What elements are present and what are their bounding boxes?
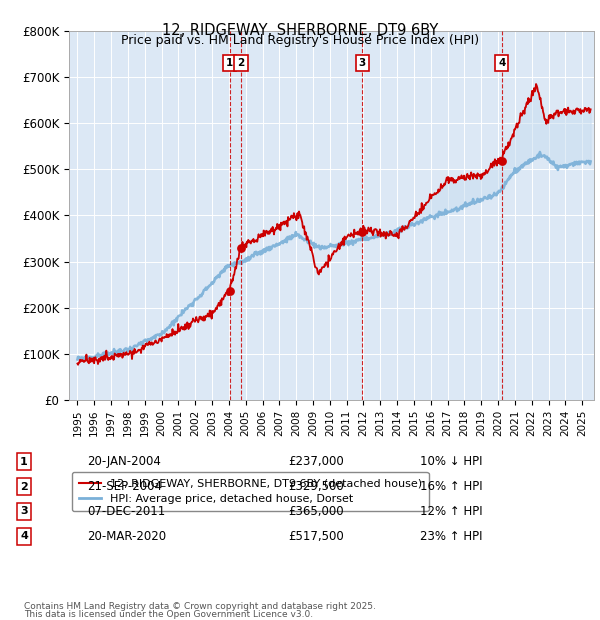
Text: 1: 1: [20, 457, 28, 467]
Point: [497, 156, 506, 166]
Text: 07-DEC-2011: 07-DEC-2011: [87, 505, 165, 518]
Text: 20-JAN-2004: 20-JAN-2004: [87, 456, 161, 468]
Text: 1: 1: [226, 58, 233, 68]
Text: £237,000: £237,000: [288, 456, 344, 468]
Text: 12, RIDGEWAY, SHERBORNE, DT9 6BY: 12, RIDGEWAY, SHERBORNE, DT9 6BY: [162, 23, 438, 38]
Text: £517,500: £517,500: [288, 530, 344, 542]
Text: £365,000: £365,000: [288, 505, 344, 518]
Text: Price paid vs. HM Land Registry's House Price Index (HPI): Price paid vs. HM Land Registry's House …: [121, 34, 479, 47]
Text: Contains HM Land Registry data © Crown copyright and database right 2025.: Contains HM Land Registry data © Crown c…: [24, 602, 376, 611]
Text: 20-MAR-2020: 20-MAR-2020: [87, 530, 166, 542]
Text: 3: 3: [359, 58, 366, 68]
Text: 12% ↑ HPI: 12% ↑ HPI: [420, 505, 482, 518]
Text: 2: 2: [238, 58, 245, 68]
Text: 21-SEP-2004: 21-SEP-2004: [87, 480, 162, 493]
Text: 10% ↓ HPI: 10% ↓ HPI: [420, 456, 482, 468]
Text: 16% ↑ HPI: 16% ↑ HPI: [420, 480, 482, 493]
Text: 23% ↑ HPI: 23% ↑ HPI: [420, 530, 482, 542]
Text: 2: 2: [20, 482, 28, 492]
Point: [225, 286, 235, 296]
Text: £329,500: £329,500: [288, 480, 344, 493]
Point: [358, 227, 367, 237]
Text: 4: 4: [20, 531, 28, 541]
Text: 3: 3: [20, 507, 28, 516]
Text: This data is licensed under the Open Government Licence v3.0.: This data is licensed under the Open Gov…: [24, 610, 313, 619]
Legend: 12, RIDGEWAY, SHERBORNE, DT9 6BY (detached house), HPI: Average price, detached : 12, RIDGEWAY, SHERBORNE, DT9 6BY (detach…: [72, 472, 428, 511]
Text: 4: 4: [498, 58, 505, 68]
Point: [236, 243, 246, 253]
